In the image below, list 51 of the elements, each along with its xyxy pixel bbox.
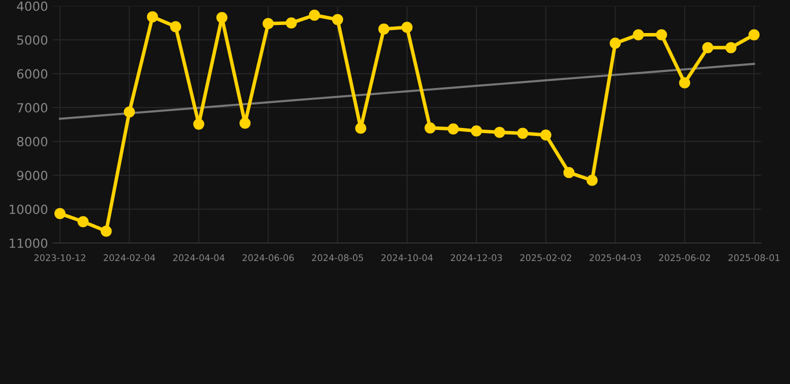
x-tick-label: 2025-02-02 (520, 254, 572, 262)
point (748, 29, 760, 40)
point (146, 11, 158, 22)
point (100, 226, 112, 237)
point (656, 29, 668, 40)
x-tick-label: 2024-06-06 (242, 254, 294, 262)
point (286, 17, 297, 28)
point (378, 23, 390, 35)
x-tick-label: 2024-02-04 (104, 254, 156, 262)
point (424, 122, 436, 134)
point (193, 118, 204, 130)
x-tick-label: 2025-08-01 (728, 254, 780, 262)
point (679, 77, 690, 88)
point (610, 38, 621, 49)
x-tick-label: 2025-06-02 (659, 254, 710, 262)
x-tick-label: 2024-10-04 (381, 254, 433, 262)
y-tick-label: 8000 (17, 136, 48, 146)
point (216, 12, 228, 24)
point (308, 10, 320, 21)
x-tick-label: 2024-12-03 (450, 254, 502, 262)
y-tick-label: 6000 (17, 69, 48, 79)
y-tick-label: 4000 (16, 1, 48, 11)
point (401, 22, 413, 33)
y-tick-label: 5000 (17, 35, 48, 45)
x-tick-label: 2024-04-04 (173, 254, 224, 262)
point (563, 167, 575, 178)
point (239, 118, 251, 129)
point (54, 208, 66, 220)
point (355, 122, 366, 134)
x-tick-label: 2025-04-03 (590, 254, 641, 262)
point (124, 106, 135, 118)
y-tick-label: 7000 (17, 103, 48, 112)
point (586, 174, 598, 186)
point (540, 129, 552, 141)
point (725, 42, 736, 54)
x-tick-label: 2023-10-12 (34, 254, 86, 262)
y-tick-label: 10000 (10, 204, 48, 214)
x-tick-label: 2024-08-05 (312, 254, 364, 262)
y-tick-label: 11000 (10, 238, 48, 248)
point (262, 18, 274, 30)
point (517, 128, 528, 139)
point (448, 123, 459, 134)
point (78, 216, 89, 228)
point (702, 42, 714, 54)
point (170, 21, 182, 32)
point (632, 29, 644, 40)
point (332, 14, 344, 26)
line-series (58, 62, 756, 120)
point (494, 126, 506, 138)
y-tick-label: 9000 (17, 170, 48, 180)
point (470, 125, 482, 136)
